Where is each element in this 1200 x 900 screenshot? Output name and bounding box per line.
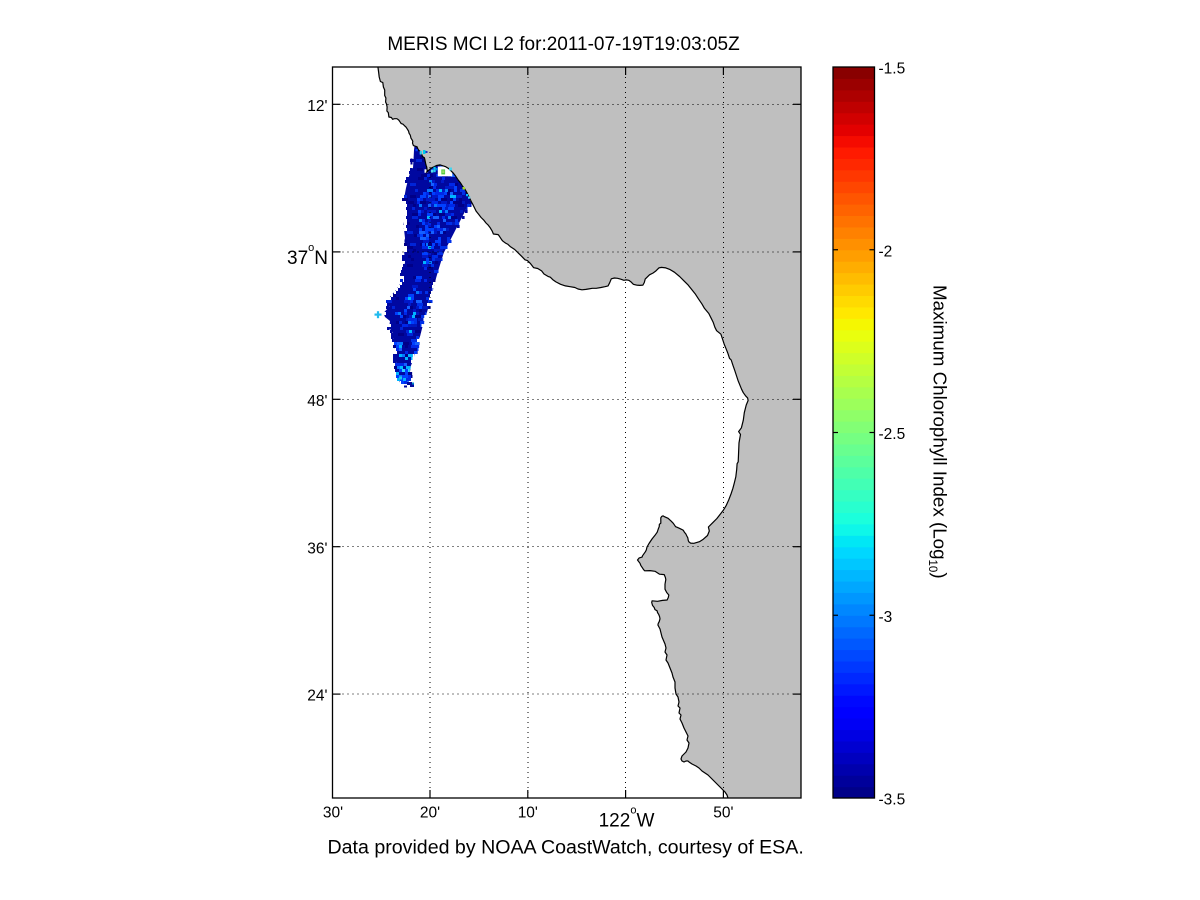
svg-text:-2.5: -2.5 <box>879 426 906 443</box>
svg-text:Data provided by NOAA CoastWat: Data provided by NOAA CoastWatch, courte… <box>328 837 804 859</box>
svg-text:-3: -3 <box>879 609 893 626</box>
svg-text:12': 12' <box>307 98 327 115</box>
svg-text:20': 20' <box>420 804 440 821</box>
svg-text:MERIS MCI L2 for:2011-07-19T19: MERIS MCI L2 for:2011-07-19T19:03:05Z <box>387 34 740 55</box>
svg-text:-2: -2 <box>879 243 893 260</box>
svg-text:-1.5: -1.5 <box>879 61 906 78</box>
svg-text:50': 50' <box>713 804 733 821</box>
svg-text:10': 10' <box>518 804 538 821</box>
svg-text:Maximum Chlorophyll Index (Log: Maximum Chlorophyll Index (Log10) <box>926 285 951 579</box>
svg-text:24': 24' <box>307 688 327 705</box>
svg-text:-3.5: -3.5 <box>879 792 906 809</box>
svg-text:48': 48' <box>307 393 327 410</box>
svg-text:36': 36' <box>307 540 327 557</box>
svg-text:30': 30' <box>323 804 343 821</box>
